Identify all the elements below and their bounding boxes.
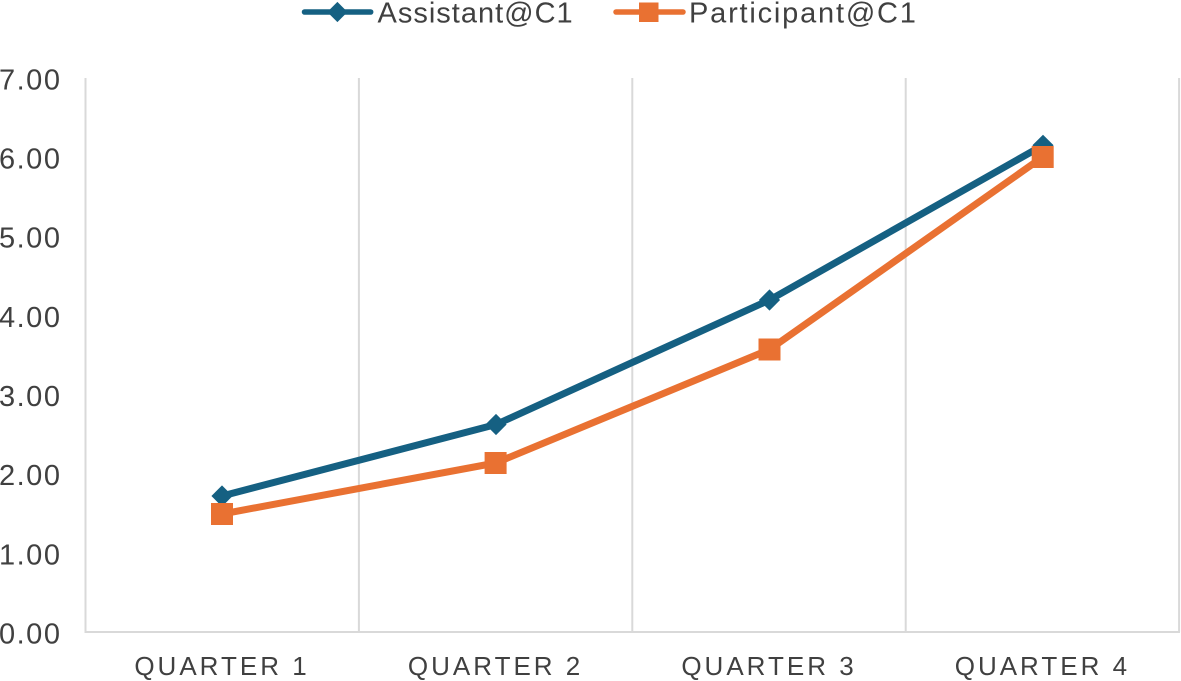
svg-text:6.00: 6.00 [0,144,61,176]
svg-text:1.00: 1.00 [0,539,61,571]
svg-text:0.00: 0.00 [0,618,61,650]
svg-text:2.00: 2.00 [0,460,61,492]
svg-text:Assistant@C1: Assistant@C1 [378,0,574,30]
svg-text:QUARTER 3: QUARTER 3 [681,651,856,681]
svg-text:3.00: 3.00 [0,381,61,413]
svg-text:5.00: 5.00 [0,223,61,255]
svg-text:QUARTER 2: QUARTER 2 [408,651,583,681]
svg-text:QUARTER 4: QUARTER 4 [955,651,1130,681]
svg-text:7.00: 7.00 [0,64,61,96]
svg-text:4.00: 4.00 [0,302,61,334]
svg-text:Participant@C1: Participant@C1 [689,0,918,30]
svg-text:QUARTER 1: QUARTER 1 [134,651,309,681]
